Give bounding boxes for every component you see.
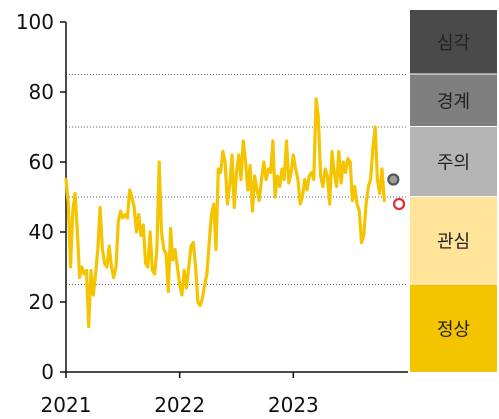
end-marker-1 xyxy=(392,197,406,211)
y-tick-label-0: 0 xyxy=(41,360,54,384)
band-2 xyxy=(410,127,497,196)
y-tick-label-1: 20 xyxy=(29,290,54,314)
x-tick-label-1: 2022 xyxy=(154,393,205,417)
band-0 xyxy=(410,10,497,74)
axes: 0 20 40 60 80 100 2021 2022 2023 xyxy=(16,10,408,417)
band-label-3: 관심 xyxy=(437,231,470,252)
end-marker-0 xyxy=(387,173,400,186)
y-tick-label-3: 60 xyxy=(29,150,54,174)
band-1 xyxy=(410,74,497,126)
band-label-2: 주의 xyxy=(437,153,470,174)
band-label-0: 심각 xyxy=(437,33,470,54)
band-label-1: 경계 xyxy=(437,91,470,112)
marker-layer xyxy=(387,173,406,211)
y-tick-label-4: 80 xyxy=(29,80,54,104)
series-line-0 xyxy=(64,97,386,329)
y-tick-label-2: 40 xyxy=(29,220,54,244)
band-3 xyxy=(410,197,497,284)
band-label-4: 정상 xyxy=(437,319,470,340)
series-layer xyxy=(64,97,386,329)
band-4 xyxy=(410,284,497,372)
x-tick-label-0: 2021 xyxy=(41,393,92,417)
y-tick-label-5: 100 xyxy=(16,10,54,34)
x-tick-label-2: 2023 xyxy=(268,393,319,417)
